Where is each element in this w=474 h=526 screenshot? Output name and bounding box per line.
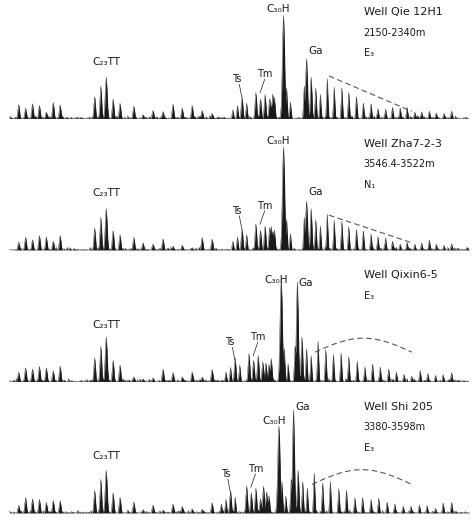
Text: E₃: E₃: [364, 291, 374, 301]
Text: Tm: Tm: [248, 464, 263, 474]
Text: Well Shi 205: Well Shi 205: [364, 402, 432, 412]
Text: 3546.4-3522m: 3546.4-3522m: [364, 159, 435, 169]
Text: 3380-3598m: 3380-3598m: [364, 422, 426, 432]
Text: Well Qie 12H1: Well Qie 12H1: [364, 7, 442, 17]
Text: E₃: E₃: [364, 48, 374, 58]
Text: C₃₀H: C₃₀H: [267, 4, 290, 14]
Text: Tm: Tm: [257, 201, 273, 211]
Text: C₂₃TT: C₂₃TT: [92, 57, 120, 67]
Text: C₃₀H: C₃₀H: [264, 275, 288, 285]
Text: C₃₀H: C₃₀H: [267, 136, 290, 146]
Text: Ts: Ts: [232, 206, 242, 216]
Text: 2150-2340m: 2150-2340m: [364, 28, 426, 38]
Text: Tm: Tm: [257, 69, 273, 79]
Text: Tm: Tm: [250, 332, 265, 342]
Text: Ga: Ga: [296, 402, 310, 412]
Text: C₂₃TT: C₂₃TT: [92, 451, 120, 461]
Text: C₃₀H: C₃₀H: [262, 417, 286, 427]
Text: Ts: Ts: [232, 75, 242, 85]
Text: Ga: Ga: [308, 187, 322, 197]
Text: C₂₃TT: C₂₃TT: [92, 188, 120, 198]
Text: Ga: Ga: [308, 46, 322, 56]
Text: Ts: Ts: [221, 469, 230, 479]
Text: N₁: N₁: [364, 180, 375, 190]
Text: E₃: E₃: [364, 443, 374, 453]
Text: Well Qixin6-5: Well Qixin6-5: [364, 270, 437, 280]
Text: Ts: Ts: [226, 338, 235, 348]
Text: C₂₃TT: C₂₃TT: [92, 320, 120, 330]
Text: Ga: Ga: [299, 278, 313, 288]
Text: Well Zha7-2-3: Well Zha7-2-3: [364, 139, 441, 149]
